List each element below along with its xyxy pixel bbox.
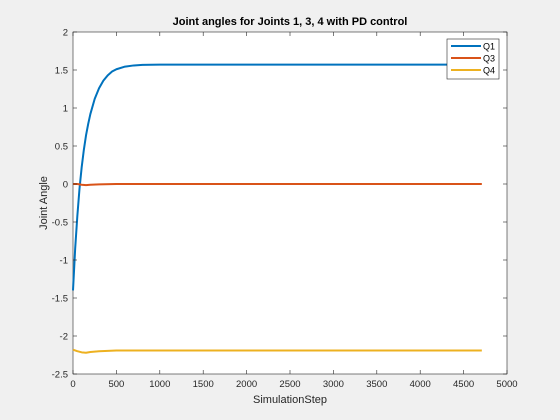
x-tick-label: 3000 bbox=[323, 379, 344, 390]
legend-label-q4: Q4 bbox=[483, 66, 495, 76]
x-axis-label: SimulationStep bbox=[253, 394, 327, 406]
y-tick-label: -0.5 bbox=[52, 218, 68, 229]
y-tick-label: 0 bbox=[63, 180, 68, 191]
y-tick-label: -2 bbox=[60, 332, 68, 343]
y-tick-label: 1.5 bbox=[55, 66, 68, 77]
plot-area bbox=[72, 31, 508, 375]
y-tick-label: 1 bbox=[63, 104, 68, 115]
y-tick-label: 2 bbox=[63, 28, 68, 39]
series-line-q4 bbox=[72, 348, 482, 354]
ticks-layer: 0 500 1000 1500 2000 2500 3000 3500 4000 4500 5000… bbox=[52, 28, 518, 391]
y-tick-label: -2.5 bbox=[52, 370, 68, 381]
legend-label-q1: Q1 bbox=[483, 42, 495, 52]
x-tick-label: 500 bbox=[108, 379, 124, 390]
y-tick-label: 0.5 bbox=[55, 142, 68, 153]
x-tick-label: 2000 bbox=[236, 379, 257, 390]
x-tick-label: 4000 bbox=[410, 379, 431, 390]
chart-title: Joint angles for Joints 1, 3, 4 with PD … bbox=[173, 16, 408, 28]
x-tick-label: 0 bbox=[70, 379, 75, 390]
y-tick-label: -1.5 bbox=[52, 294, 68, 305]
x-tick-label: 5000 bbox=[496, 379, 517, 390]
x-tick-label: 4500 bbox=[453, 379, 474, 390]
series-line-q1 bbox=[72, 63, 482, 291]
x-tick-label: 1500 bbox=[193, 379, 214, 390]
legend: Q1 Q3 Q4 bbox=[446, 38, 500, 80]
series-line-q3 bbox=[73, 183, 482, 187]
x-tick-label: 3500 bbox=[366, 379, 387, 390]
y-tick-label: -1 bbox=[60, 256, 68, 267]
x-tick-label: 2500 bbox=[279, 379, 300, 390]
legend-label-q3: Q3 bbox=[483, 54, 495, 64]
y-axis-label: Joint Angle bbox=[38, 176, 50, 230]
lines-layer bbox=[72, 63, 482, 354]
x-tick-label: 1000 bbox=[149, 379, 170, 390]
